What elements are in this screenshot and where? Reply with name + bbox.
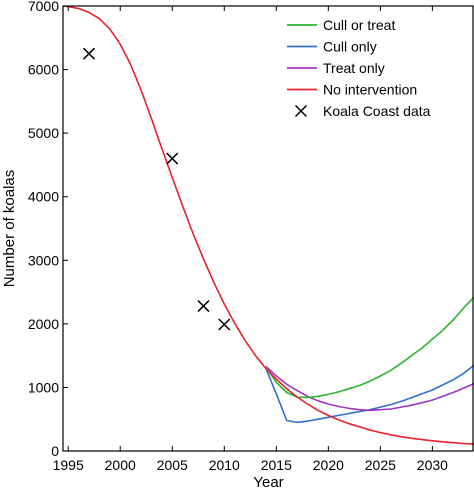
y-tick-label: 3000 — [28, 252, 59, 268]
data-point-koala-coast-data — [197, 300, 210, 313]
x-axis-ticks: 1995 2000 2005 2010 2015 2020 2025 2030 — [53, 6, 448, 473]
legend-item-no-intervention: No intervention — [287, 82, 417, 98]
legend-item-koala-coast-data: Koala Coast data — [294, 103, 431, 119]
axes-frame — [62, 5, 474, 452]
x-tick-label: 2005 — [157, 457, 188, 473]
legend-label: Koala Coast data — [323, 103, 431, 119]
y-tick-label: 5000 — [28, 125, 59, 141]
legend-label: Cull only — [323, 39, 377, 55]
legend-label: No intervention — [323, 82, 417, 98]
legend-label: Treat only — [323, 60, 385, 76]
y-axis-ticks: 0 1000 2000 3000 4000 5000 6000 7000 — [28, 0, 68, 459]
data-point-koala-coast-data — [82, 47, 96, 60]
plot-markers — [82, 47, 231, 331]
legend-item-cull-only: Cull only — [287, 39, 377, 55]
data-point-koala-coast-data — [166, 152, 179, 165]
legend-item-treat-only: Treat only — [287, 60, 385, 76]
y-tick-label: 1000 — [28, 379, 59, 395]
series-line-cull-or-treat — [265, 296, 474, 399]
x-tick-label: 2015 — [261, 457, 292, 473]
y-tick-label: 7000 — [28, 0, 59, 14]
x-tick-label: 2020 — [313, 457, 344, 473]
x-axis-label: Year — [253, 474, 283, 490]
x-tick-label: 2000 — [105, 457, 136, 473]
data-point-koala-coast-data — [218, 318, 231, 331]
y-tick-label: 0 — [51, 443, 59, 459]
legend: Cull or treat Cull only Treat only No inter… — [287, 17, 431, 119]
x-tick-label: 2030 — [417, 457, 448, 473]
legend-item-cull-or-treat: Cull or treat — [287, 17, 395, 33]
y-axis-label: Number of koalas — [1, 170, 18, 288]
x-tick-label: 2010 — [209, 457, 240, 473]
series-line-treat-only — [265, 365, 474, 412]
y-tick-label: 6000 — [28, 62, 59, 78]
x-tick-label: 1995 — [53, 457, 84, 473]
legend-label: Cull or treat — [323, 17, 395, 33]
plot-lines — [63, 6, 474, 445]
y-tick-label: 2000 — [28, 316, 59, 332]
series-line-cull-only — [265, 364, 474, 424]
y-tick-label: 4000 — [28, 189, 59, 205]
series-line-no-intervention — [63, 6, 474, 445]
legend-marker — [294, 104, 308, 118]
x-tick-label: 2025 — [365, 457, 396, 473]
